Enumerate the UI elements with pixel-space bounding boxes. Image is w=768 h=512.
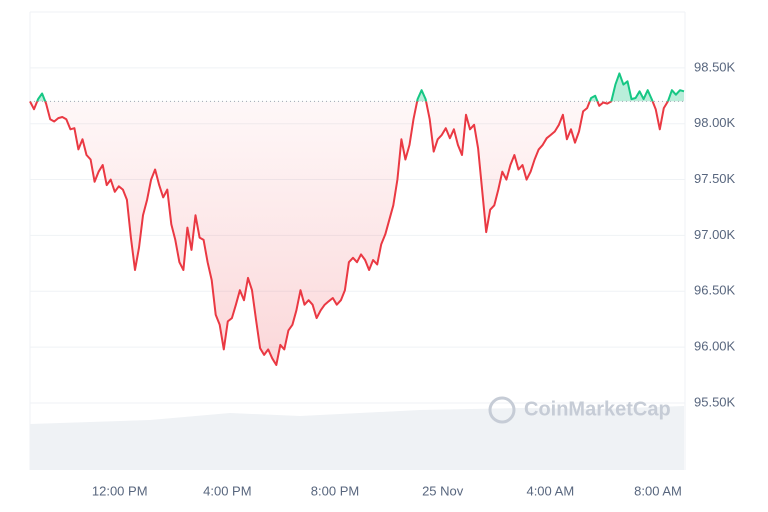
x-tick-label: 4:00 AM xyxy=(526,483,574,498)
x-tick-label: 8:00 AM xyxy=(634,483,682,498)
y-tick-label: 96.50K xyxy=(694,283,736,298)
y-tick-label: 98.00K xyxy=(694,115,736,130)
x-tick-label: 4:00 PM xyxy=(203,483,251,498)
price-line-down xyxy=(29,101,669,366)
watermark: CoinMarketCap xyxy=(488,396,671,424)
x-tick-label: 8:00 PM xyxy=(311,483,359,498)
x-tick-label: 12:00 PM xyxy=(92,483,148,498)
y-tick-label: 97.50K xyxy=(694,171,736,186)
y-tick-label: 95.50K xyxy=(694,394,736,409)
watermark-text: CoinMarketCap xyxy=(524,398,671,420)
area-down xyxy=(30,101,684,365)
watermark-logo xyxy=(488,396,516,424)
y-tick-label: 96.00K xyxy=(694,339,736,354)
y-tick-label: 97.00K xyxy=(694,227,736,242)
volume-area xyxy=(30,406,684,470)
x-tick-label: 25 Nov xyxy=(422,483,464,498)
y-tick-label: 98.50K xyxy=(694,59,736,74)
